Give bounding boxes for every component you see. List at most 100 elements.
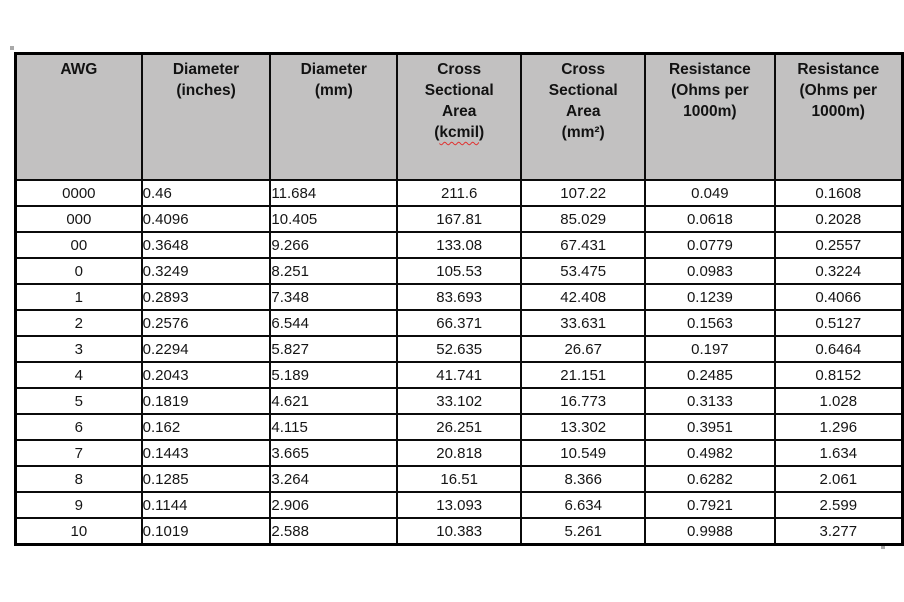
table-row: 0000 0.46 11.684 211.6 107.22 0.049 0.1608 bbox=[14, 179, 904, 207]
table-row: 9 0.1144 2.906 13.093 6.634 0.7921 2.599 bbox=[14, 491, 904, 519]
table-cell-cross-sectional-area-kcmil: 13.093 bbox=[396, 491, 523, 519]
table-cell-awg: 00 bbox=[14, 231, 143, 259]
table-body: 0000 0.46 11.684 211.6 107.22 0.049 0.1608 000 0… bbox=[14, 179, 904, 546]
table-row: 3 0.2294 5.827 52.635 26.67 0.197 0.6464 bbox=[14, 335, 904, 363]
table-cell-cross-sectional-area-mm2: 42.408 bbox=[520, 283, 647, 311]
table-header: AWG Diameter (inches) Diameter (mm) Cross Sect… bbox=[14, 52, 904, 181]
table-cell-resistance-ohms-per-1000m-b: 2.061 bbox=[773, 465, 904, 493]
table-cell-resistance-ohms-per-1000m-b: 0.4066 bbox=[773, 283, 904, 311]
column-header-cross-sectional-area-kcmil: Cross Sectional Area (kcmil) bbox=[396, 52, 523, 181]
table-cell-diameter-inches: 0.2043 bbox=[140, 361, 272, 389]
table-cell-cross-sectional-area-kcmil: 133.08 bbox=[396, 231, 523, 259]
table-cell-resistance-ohms-per-1000m-b: 1.634 bbox=[773, 439, 904, 467]
table-cell-cross-sectional-area-kcmil: 83.693 bbox=[396, 283, 523, 311]
header-line: Resistance bbox=[797, 61, 880, 78]
table-cell-cross-sectional-area-kcmil: 10.383 bbox=[396, 517, 523, 546]
column-header-diameter-inches: Diameter (inches) bbox=[140, 52, 272, 181]
column-header-cross-sectional-area-mm2: Cross Sectional Area (mm²) bbox=[520, 52, 647, 181]
table-row: 8 0.1285 3.264 16.51 8.366 0.6282 2.061 bbox=[14, 465, 904, 493]
table-cell-resistance-ohms-per-1000m-b: 0.2028 bbox=[773, 205, 904, 233]
table-cell-diameter-mm: 2.906 bbox=[269, 491, 399, 519]
header-line: Diameter bbox=[172, 61, 240, 78]
header-row: AWG Diameter (inches) Diameter (mm) Cross Sect… bbox=[14, 52, 904, 181]
table-cell-diameter-inches: 0.3648 bbox=[140, 231, 272, 259]
table-row: 000 0.4096 10.405 167.81 85.029 0.0618 0.2028 bbox=[14, 205, 904, 233]
table-cell-resistance-ohms-per-1000m-a: 0.049 bbox=[644, 179, 776, 207]
resize-handle-top-left bbox=[10, 46, 14, 50]
table-cell-cross-sectional-area-kcmil: 52.635 bbox=[396, 335, 523, 363]
header-line: Cross bbox=[437, 61, 482, 78]
table-cell-cross-sectional-area-kcmil: 211.6 bbox=[396, 179, 523, 207]
table-cell-diameter-mm: 5.189 bbox=[269, 361, 399, 389]
table-cell-diameter-inches: 0.162 bbox=[140, 413, 272, 441]
table-cell-cross-sectional-area-mm2: 53.475 bbox=[520, 257, 647, 285]
table-cell-cross-sectional-area-mm2: 26.67 bbox=[520, 335, 647, 363]
paren-close: ) bbox=[479, 124, 485, 141]
table-cell-diameter-mm: 6.544 bbox=[269, 309, 399, 337]
table-cell-resistance-ohms-per-1000m-b: 1.028 bbox=[773, 387, 904, 415]
table-cell-cross-sectional-area-kcmil: 33.102 bbox=[396, 387, 523, 415]
table-cell-awg: 0 bbox=[14, 257, 143, 285]
header-line: (Ohms per bbox=[799, 82, 878, 99]
table-cell-resistance-ohms-per-1000m-b: 0.3224 bbox=[773, 257, 904, 285]
header-line: Resistance bbox=[668, 61, 751, 78]
spellcheck-underlined-word: kcmil bbox=[439, 124, 480, 141]
table-cell-awg: 10 bbox=[14, 517, 143, 546]
table-cell-diameter-mm: 4.621 bbox=[269, 387, 399, 415]
table-cell-awg: 9 bbox=[14, 491, 143, 519]
table-cell-resistance-ohms-per-1000m-b: 1.296 bbox=[773, 413, 904, 441]
table-cell-cross-sectional-area-mm2: 5.261 bbox=[520, 517, 647, 546]
table-cell-cross-sectional-area-kcmil: 66.371 bbox=[396, 309, 523, 337]
table-cell-diameter-mm: 3.264 bbox=[269, 465, 399, 493]
table-cell-cross-sectional-area-mm2: 33.631 bbox=[520, 309, 647, 337]
table-cell-diameter-inches: 0.4096 bbox=[140, 205, 272, 233]
table-cell-resistance-ohms-per-1000m-b: 2.599 bbox=[773, 491, 904, 519]
header-line: Sectional bbox=[424, 82, 494, 99]
table-cell-cross-sectional-area-kcmil: 26.251 bbox=[396, 413, 523, 441]
table-cell-resistance-ohms-per-1000m-b: 0.6464 bbox=[773, 335, 904, 363]
header-line: 1000m) bbox=[811, 103, 865, 120]
table-cell-resistance-ohms-per-1000m-a: 0.0618 bbox=[644, 205, 776, 233]
table-cell-diameter-inches: 0.1443 bbox=[140, 439, 272, 467]
table-cell-diameter-inches: 0.1285 bbox=[140, 465, 272, 493]
header-line: Sectional bbox=[548, 82, 618, 99]
table-cell-awg: 5 bbox=[14, 387, 143, 415]
table-cell-resistance-ohms-per-1000m-a: 0.4982 bbox=[644, 439, 776, 467]
header-line: Cross bbox=[561, 61, 606, 78]
table-cell-diameter-inches: 0.1819 bbox=[140, 387, 272, 415]
table-cell-awg: 7 bbox=[14, 439, 143, 467]
paren-open: ( bbox=[434, 124, 440, 141]
table-cell-diameter-inches: 0.2294 bbox=[140, 335, 272, 363]
table-cell-cross-sectional-area-kcmil: 16.51 bbox=[396, 465, 523, 493]
table-cell-resistance-ohms-per-1000m-b: 0.2557 bbox=[773, 231, 904, 259]
column-header-resistance-ohms-per-1000m-a: Resistance (Ohms per 1000m) bbox=[644, 52, 776, 181]
table-cell-resistance-ohms-per-1000m-a: 0.6282 bbox=[644, 465, 776, 493]
table-row: 4 0.2043 5.189 41.741 21.151 0.2485 0.8152 bbox=[14, 361, 904, 389]
table-cell-resistance-ohms-per-1000m-a: 0.3951 bbox=[644, 413, 776, 441]
table-cell-resistance-ohms-per-1000m-a: 0.9988 bbox=[644, 517, 776, 546]
table-cell-cross-sectional-area-mm2: 10.549 bbox=[520, 439, 647, 467]
awg-wire-gauge-table: AWG Diameter (inches) Diameter (mm) Cross Sect… bbox=[14, 52, 904, 546]
header-line: (inches) bbox=[176, 82, 236, 99]
table-cell-cross-sectional-area-mm2: 21.151 bbox=[520, 361, 647, 389]
table-cell-diameter-mm: 11.684 bbox=[269, 179, 399, 207]
header-line-spellchecked: (kcmil) bbox=[400, 122, 518, 143]
table-cell-resistance-ohms-per-1000m-b: 3.277 bbox=[773, 517, 904, 546]
header-line: Diameter bbox=[300, 61, 367, 78]
table-row: 0 0.3249 8.251 105.53 53.475 0.0983 0.3224 bbox=[14, 257, 904, 285]
table-cell-resistance-ohms-per-1000m-a: 0.1239 bbox=[644, 283, 776, 311]
table-row: 10 0.1019 2.588 10.383 5.261 0.9988 3.277 bbox=[14, 517, 904, 546]
table-cell-diameter-inches: 0.3249 bbox=[140, 257, 272, 285]
table-cell-resistance-ohms-per-1000m-a: 0.197 bbox=[644, 335, 776, 363]
column-header-resistance-ohms-per-1000m-b: Resistance (Ohms per 1000m) bbox=[773, 52, 904, 181]
table-cell-diameter-mm: 5.827 bbox=[269, 335, 399, 363]
table-cell-awg: 4 bbox=[14, 361, 143, 389]
header-line: (mm) bbox=[314, 82, 353, 99]
table-cell-cross-sectional-area-kcmil: 20.818 bbox=[396, 439, 523, 467]
table-cell-awg: 0000 bbox=[14, 179, 143, 207]
header-line: Area bbox=[565, 103, 601, 120]
table-cell-diameter-mm: 8.251 bbox=[269, 257, 399, 285]
header-line: AWG bbox=[60, 61, 98, 78]
table-cell-resistance-ohms-per-1000m-a: 0.3133 bbox=[644, 387, 776, 415]
